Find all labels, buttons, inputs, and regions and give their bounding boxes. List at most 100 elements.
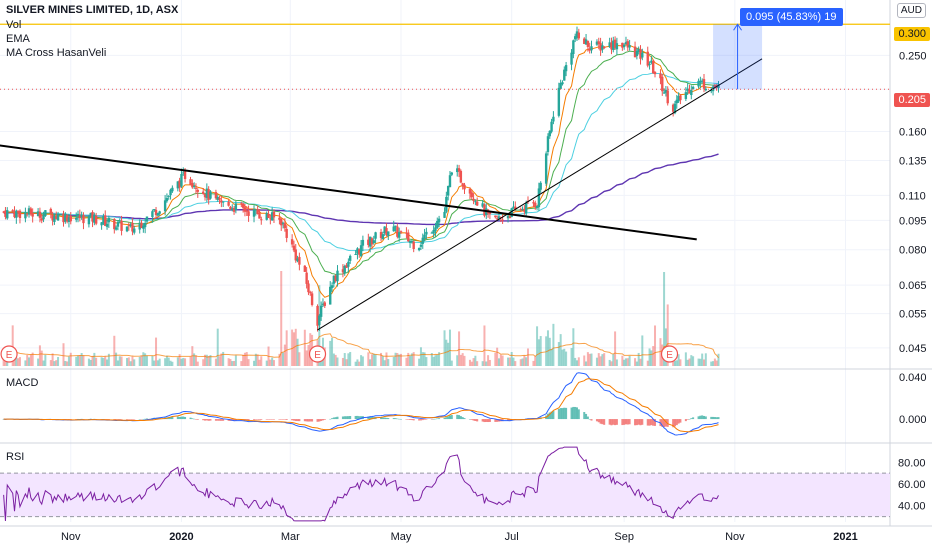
- macd-histogram-bar: [218, 419, 221, 421]
- candle-body: [446, 186, 450, 196]
- volume-bar: [120, 356, 123, 366]
- macd-histogram-bar: [233, 419, 236, 421]
- macd-histogram-bar: [507, 419, 510, 421]
- earnings-marker-label: E: [314, 350, 321, 361]
- candle-body: [532, 202, 535, 204]
- candle-body: [183, 171, 187, 179]
- candle-body: [171, 187, 174, 192]
- candle-body: [662, 92, 666, 94]
- macd-histogram-bar: [608, 419, 611, 425]
- macd-histogram-bar: [321, 419, 324, 421]
- macd-histogram-bar: [686, 419, 689, 420]
- macd-histogram-bar: [347, 416, 350, 420]
- volume-bar: [374, 354, 377, 366]
- candle-body: [93, 214, 96, 223]
- macd-histogram-bar: [343, 416, 346, 420]
- candle-body: [321, 303, 325, 305]
- candle-body: [673, 103, 677, 114]
- volume-bar: [205, 354, 208, 366]
- candle-body: [69, 215, 72, 222]
- volume-bar: [336, 357, 339, 366]
- candle-body: [329, 286, 332, 305]
- volume-bar: [133, 359, 136, 366]
- candle-body: [583, 38, 586, 44]
- macd-histogram-bar: [559, 408, 562, 420]
- volume-bar: [291, 329, 294, 366]
- macd-histogram-bar: [106, 419, 109, 420]
- volume-bar: [2, 357, 5, 366]
- candle-body: [677, 95, 680, 102]
- candle-body: [156, 213, 160, 216]
- volume-bar: [713, 358, 716, 366]
- volume-bar: [292, 332, 295, 366]
- candle-body: [699, 80, 702, 83]
- volume-bar: [447, 342, 450, 366]
- volume-bar: [623, 359, 626, 366]
- candle-body: [330, 285, 334, 288]
- macd-histogram-bar: [75, 419, 78, 420]
- volume-bar: [525, 357, 528, 366]
- macd-histogram-bar: [703, 415, 705, 420]
- candle-body: [138, 222, 141, 230]
- volume-bar: [381, 355, 384, 366]
- candle-body: [38, 211, 42, 218]
- candle-body: [347, 261, 350, 267]
- candle-body: [523, 208, 526, 212]
- macd-histogram-bar: [697, 416, 700, 420]
- volume-bar: [405, 357, 408, 366]
- macd-histogram-bar: [456, 414, 459, 420]
- macd-histogram-bar: [496, 419, 499, 422]
- candle-body: [178, 180, 181, 188]
- macd-histogram-bar: [487, 419, 490, 423]
- price-axis-label: 0.110: [899, 190, 926, 202]
- volume-bar: [599, 356, 602, 366]
- candle-body: [280, 219, 283, 226]
- volume-bar: [418, 358, 421, 366]
- volume-bar: [91, 355, 94, 366]
- candle-body: [463, 184, 466, 190]
- macd-histogram-bar: [699, 415, 702, 420]
- candle-body: [488, 211, 492, 215]
- candle-body: [125, 226, 129, 232]
- candle-body: [270, 212, 274, 221]
- volume-bar: [597, 353, 600, 366]
- candle-body: [691, 86, 695, 90]
- macd-histogram-bar: [448, 415, 451, 420]
- time-axis-label: Jul: [505, 531, 519, 543]
- currency-badge[interactable]: AUD: [896, 3, 926, 18]
- candle-body: [227, 201, 230, 206]
- macd-histogram-bar: [661, 419, 664, 427]
- macd-histogram-bar: [193, 418, 196, 420]
- candle-body: [481, 203, 484, 207]
- candle-body: [575, 31, 579, 38]
- macd-histogram-bar: [126, 419, 129, 420]
- volume-bar: [673, 360, 676, 366]
- candle-body: [94, 215, 98, 224]
- macd-histogram-bar: [447, 416, 450, 420]
- macd-histogram-bar: [140, 419, 143, 420]
- volume-bar: [501, 355, 504, 366]
- macd-histogram-bar: [280, 419, 283, 420]
- candle-body: [231, 208, 234, 211]
- macd-histogram-bar: [561, 408, 564, 420]
- macd-histogram-bar: [639, 419, 642, 426]
- candle-body: [82, 215, 85, 224]
- volume-bar: [118, 356, 121, 366]
- volume-ma-line: [3, 333, 719, 359]
- volume-bar: [494, 352, 497, 366]
- macd-histogram-bar: [267, 419, 270, 420]
- volume-bar: [165, 355, 168, 366]
- volume-bar: [570, 348, 573, 366]
- volume-bar: [354, 361, 357, 366]
- candle-body: [588, 48, 591, 51]
- volume-bar: [470, 361, 473, 366]
- macd-histogram-bar: [610, 419, 613, 426]
- volume-bar: [407, 352, 410, 366]
- drawn-lines[interactable]: [0, 23, 890, 331]
- candle-body: [278, 217, 281, 220]
- volume-bar: [624, 358, 627, 366]
- macd-histogram-bar: [392, 418, 395, 420]
- volume-bar: [129, 361, 132, 366]
- volume-bar: [156, 360, 159, 366]
